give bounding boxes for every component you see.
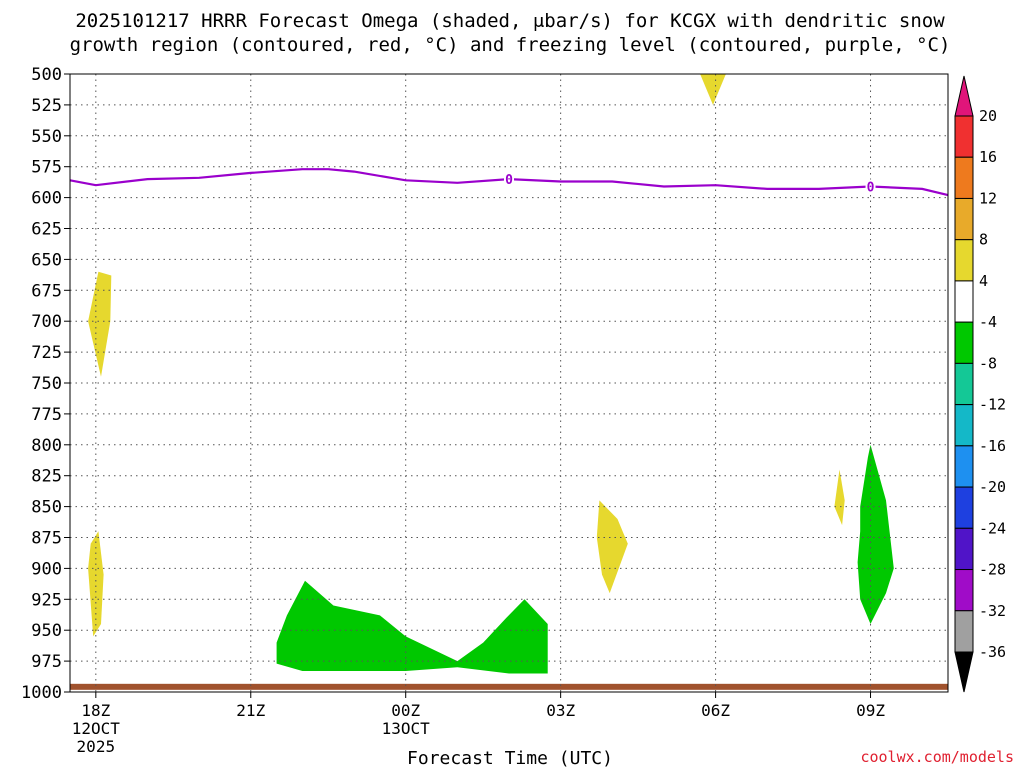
colorbar-box-7 [954, 362, 974, 406]
omega-region-2 [88, 271, 112, 377]
y-tick-label-625: 625 [31, 220, 62, 240]
y-tick-label-750: 750 [31, 374, 62, 394]
freezing-level-line [69, 168, 949, 197]
x-tick-date-18Z: 12OCT [72, 719, 121, 738]
chart-title-line2: growth region (contoured, red, °C) and f… [70, 34, 951, 56]
x-axis-label: Forecast Time (UTC) [407, 748, 613, 768]
plot-background [70, 74, 948, 692]
y-tick-label-500: 500 [31, 65, 62, 85]
colorbar-box-4 [954, 239, 974, 282]
freezing-level-label-2: 0 [867, 180, 875, 195]
y-tick-label-700: 700 [31, 312, 62, 332]
x-tick-label-09Z: 09Z [856, 701, 885, 720]
axes: 500 525 550 575 600 625 650 675 700 725 750 775 800 8… [21, 65, 949, 756]
y-tick-label-525: 525 [31, 96, 62, 116]
colorbar-label-10: -24 [979, 519, 1006, 537]
freezing-level-label-1: 0 [505, 173, 513, 188]
x-tick-year-18Z: 2025 [77, 737, 116, 756]
colorbar-box-11 [954, 527, 974, 571]
y-tick-label-950: 950 [31, 621, 62, 641]
omega-region-5 [834, 469, 845, 526]
y-tick-label-600: 600 [31, 189, 62, 209]
grid-lines [70, 73, 948, 693]
colorbar-label-4: 4 [979, 272, 988, 290]
x-tick-label-06Z: 06Z [701, 701, 730, 720]
y-tick-label-875: 875 [31, 529, 62, 549]
y-tick-label-825: 825 [31, 467, 62, 487]
colorbar-label-5: -4 [979, 313, 997, 331]
y-tick-label-575: 575 [31, 158, 62, 178]
colorbar-top-arrow [954, 75, 974, 117]
colorbar-label-0: 20 [979, 107, 997, 125]
x-tick-label-18Z: 18Z [81, 701, 110, 720]
omega-region-6 [276, 580, 548, 674]
colorbar-box-10 [954, 486, 974, 529]
y-tick-label-800: 800 [31, 436, 62, 456]
colorbar-box-2 [954, 156, 974, 199]
colorbar-label-9: -20 [979, 478, 1006, 496]
omega-region-4 [596, 500, 628, 594]
ground-surface [70, 683, 948, 690]
colorbar-bottom-arrow [954, 651, 974, 693]
x-tick-date-00Z: 13OCT [382, 719, 431, 738]
plot-area [70, 74, 948, 692]
y-tick-label-550: 550 [31, 127, 62, 147]
colorbar-label-1: 16 [979, 148, 997, 166]
y-tick-label-725: 725 [31, 343, 62, 363]
y-tick-label-775: 775 [31, 405, 62, 425]
y-tick-label-900: 900 [31, 559, 62, 579]
colorbar-box-8 [954, 404, 974, 447]
colorbar-label-2: 12 [979, 189, 997, 207]
y-tick-label-1000: 1000 [21, 683, 62, 703]
y-tick-label-925: 925 [31, 590, 62, 610]
colorbar-box-6 [954, 321, 974, 364]
colorbar-label-13: -36 [979, 643, 1006, 661]
colorbar-label-3: 8 [979, 231, 988, 249]
freezing-level-label-bg-1 [504, 172, 514, 186]
colorbar-box-1 [954, 115, 974, 158]
x-tick-label-21Z: 21Z [236, 701, 265, 720]
x-tick-label-00Z: 00Z [391, 701, 420, 720]
colorbar-label-6: -8 [979, 354, 997, 372]
omega-region-7 [857, 444, 894, 624]
colorbar-box-3 [954, 197, 974, 241]
colorbar-label-11: -28 [979, 561, 1006, 579]
chart-title-line1: 2025101217 HRRR Forecast Omega (shaded, … [75, 10, 945, 32]
y-tick-label-650: 650 [31, 250, 62, 270]
y-tick-label-675: 675 [31, 281, 62, 301]
freezing-level-label-bg-2 [865, 179, 876, 193]
colorbar-label-8: -16 [979, 437, 1006, 455]
colorbar-label-12: -32 [979, 602, 1006, 620]
omega-region-3 [88, 531, 104, 637]
colorbar-box-5 [954, 280, 974, 323]
colorbar: 20 16 12 8 4 -4 -8 -12 -16 -20 -24 -28 -32 -36 [954, 75, 1006, 693]
colorbar-label-7: -12 [979, 396, 1006, 414]
credit-link[interactable]: coolwx.com/models [860, 748, 1014, 766]
colorbar-box-12 [954, 569, 974, 612]
y-tick-label-975: 975 [31, 652, 62, 672]
y-tick-label-850: 850 [31, 498, 62, 518]
omega-region-1 [700, 74, 726, 105]
colorbar-box-13 [954, 610, 974, 653]
colorbar-box-9 [954, 445, 974, 488]
x-tick-label-03Z: 03Z [546, 701, 575, 720]
